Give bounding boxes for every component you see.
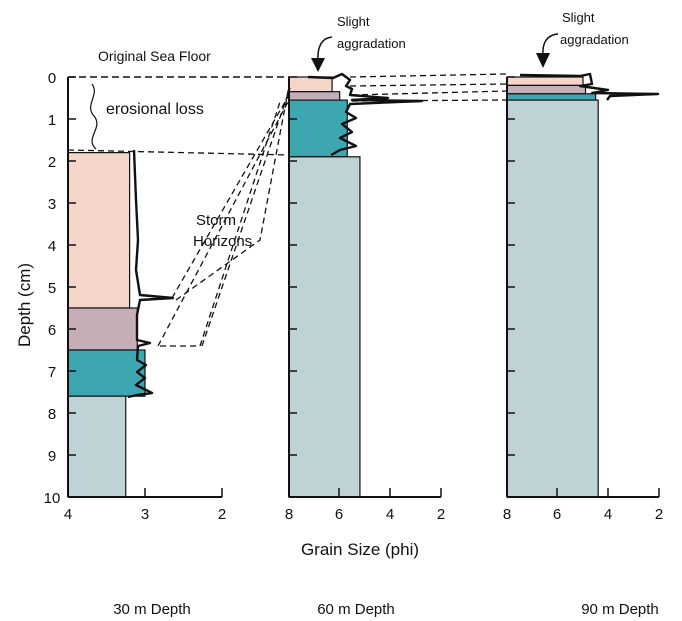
storm-link-upper — [175, 85, 290, 301]
correlation-line — [351, 99, 508, 102]
x-tick-label: 4 — [386, 506, 394, 523]
aggradation-label-60-1: Slight — [337, 14, 370, 29]
panel-2: 8 6 4 2 — [503, 76, 663, 523]
core-panels: 4 3 2 8 6 4 2 8 6 4 2 0 1 2 3 4 5 6 7 8 9 10 — [44, 70, 664, 523]
x-tick-label: 4 — [604, 506, 612, 523]
correlation-line — [67, 149, 290, 156]
annotation-lines — [67, 33, 660, 399]
x-tick-label: 6 — [335, 506, 343, 523]
aggradation-label-60-2: aggradation — [337, 36, 406, 51]
panel-title-90m: 90 m Depth — [581, 601, 659, 618]
panel-0: 4 3 2 — [64, 76, 226, 523]
x-tick-label: 2 — [655, 506, 663, 523]
aggradation-label-90-1: Slight — [562, 10, 595, 25]
storm-link-lower — [160, 101, 281, 347]
panel-title-30m: 30 m Depth — [113, 601, 191, 618]
layer-mauve — [288, 91, 341, 101]
trace-30m — [127, 149, 175, 399]
y-tick-label: 3 — [48, 196, 56, 213]
y-tick-label: 0 — [48, 70, 56, 87]
layer-pink — [288, 76, 333, 93]
erosion-wave — [89, 83, 98, 150]
x-tick-label: 2 — [218, 506, 226, 523]
layer-teal — [67, 349, 146, 397]
x-axis-label: Grain Size (phi) — [301, 540, 419, 559]
layer-lightblue — [506, 99, 599, 498]
correlation-line — [171, 94, 290, 299]
original-sea-floor-label: Original Sea Floor — [98, 48, 211, 64]
x-tick-label: 2 — [437, 506, 445, 523]
layer-lightblue — [67, 395, 127, 498]
x-tick-label: 8 — [285, 506, 293, 523]
layer-mauve — [67, 307, 138, 351]
y-tick-label: 10 — [44, 490, 61, 507]
y-axis-label: Depth (cm) — [15, 263, 34, 347]
x-tick-label: 3 — [141, 506, 149, 523]
y-tick-label: 2 — [48, 154, 56, 171]
aggradation-arrow-90m-shaft — [542, 33, 559, 57]
erosional-loss-label: erosional loss — [106, 101, 204, 118]
correlation-line — [349, 73, 508, 78]
x-tick-label: 4 — [64, 506, 72, 523]
layer-pink — [67, 152, 131, 309]
layer-mauve — [506, 84, 587, 95]
layer-lightblue — [288, 156, 361, 498]
y-tick-label: 7 — [48, 364, 56, 381]
layer-pink — [506, 76, 584, 86]
correlation-line — [201, 87, 291, 347]
y-tick-label: 1 — [48, 112, 56, 129]
y-tick-label: 9 — [48, 448, 56, 465]
trace-90m — [519, 72, 660, 101]
layer-teal — [288, 99, 348, 158]
x-tick-label: 8 — [503, 506, 511, 523]
panel-1: 8 6 4 2 — [285, 76, 445, 523]
storm-horizons-label-2: Horizons — [193, 233, 252, 250]
storm-horizons-label-1: Storm — [196, 212, 236, 229]
aggradation-label-90-2: aggradation — [560, 32, 629, 47]
correlation-line — [351, 90, 508, 96]
aggradation-arrow-60m-head — [311, 58, 325, 72]
x-tick-label: 6 — [553, 506, 561, 523]
layer-teal — [506, 93, 597, 101]
aggradation-arrow-90m-head — [536, 53, 550, 68]
correlation-line — [349, 83, 508, 87]
panel-title-60m: 60 m Depth — [317, 601, 395, 618]
trace-60m — [307, 72, 424, 157]
y-tick-label: 5 — [48, 280, 56, 297]
y-tick-label: 6 — [48, 322, 56, 339]
y-tick-label: 8 — [48, 406, 56, 423]
y-tick-label: 4 — [48, 238, 56, 255]
